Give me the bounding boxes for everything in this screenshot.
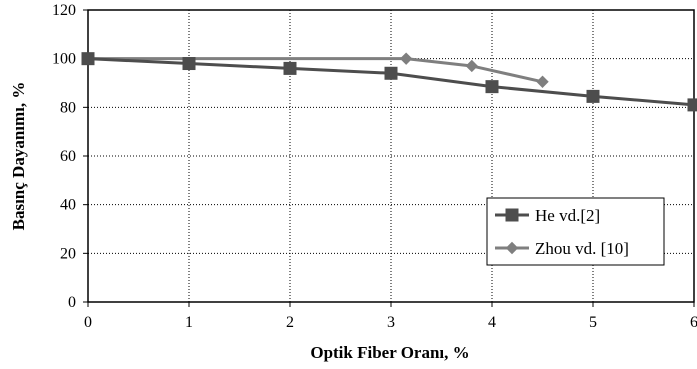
square-marker	[505, 208, 519, 222]
square-marker	[586, 89, 600, 103]
legend-label: Zhou vd. [10]	[535, 239, 629, 258]
y-tick-label: 20	[60, 245, 76, 262]
tick-labels: 0 20 40 60 80 100 120 0 1 2 3 4 5 6	[52, 2, 697, 331]
diamond-marker	[536, 75, 549, 88]
diamond-marker	[505, 241, 519, 255]
series-line	[88, 57, 543, 84]
x-tick-label: 1	[185, 314, 193, 331]
y-tick-label: 40	[60, 197, 76, 214]
x-tick-label: 4	[488, 314, 496, 331]
square-marker	[283, 61, 297, 75]
diamond-marker	[399, 52, 413, 65]
x-tick-label: 0	[84, 314, 92, 331]
y-tick-label: 120	[52, 2, 76, 19]
y-tick-label: 80	[60, 99, 76, 116]
y-axis-title: Basınç Dayanımı, %	[9, 82, 28, 231]
y-tick-label: 100	[52, 51, 76, 68]
square-marker	[384, 66, 398, 80]
x-axis-title: Optik Fiber Oranı, %	[310, 343, 469, 362]
diamond-marker	[465, 59, 479, 73]
plot-frame	[87, 9, 695, 303]
x-tick-label: 2	[286, 314, 294, 331]
legend-label: He vd.[2]	[535, 206, 600, 225]
y-tick-label: 60	[60, 148, 76, 165]
square-marker	[687, 98, 697, 112]
square-marker	[485, 80, 499, 94]
square-marker	[182, 57, 196, 71]
series-layer	[81, 52, 697, 112]
x-tick-label: 6	[690, 314, 697, 331]
y-tick-label: 0	[68, 294, 76, 311]
x-tick-label: 5	[589, 314, 597, 331]
legend: He vd.[2] Zhou vd. [10]	[486, 197, 665, 266]
x-tick-label: 3	[387, 314, 395, 331]
square-marker	[81, 52, 95, 66]
